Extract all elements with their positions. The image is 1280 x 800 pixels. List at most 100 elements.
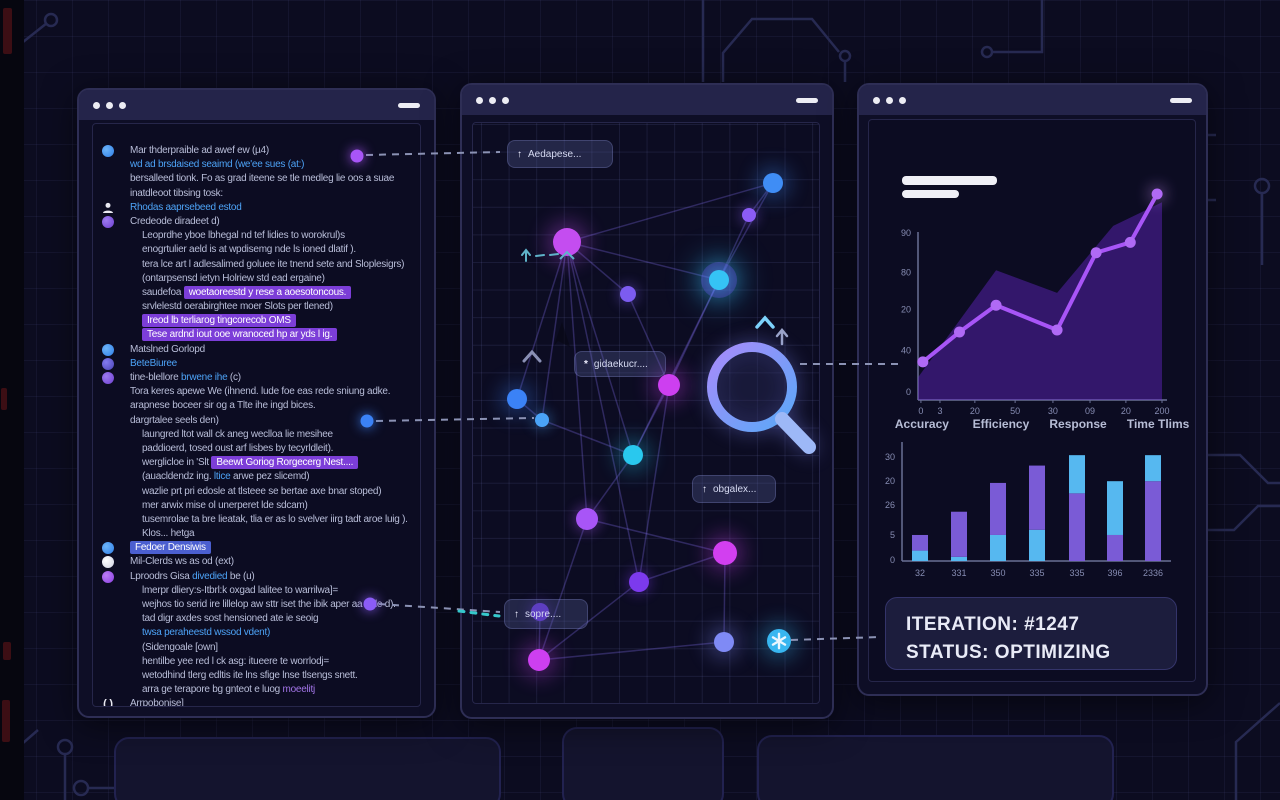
code-token: mer arwix mise ol unerperet lde sdcam) xyxy=(142,499,308,511)
code-token: Mar thderpraible ad awef ew (µ4) xyxy=(130,145,269,156)
tooltip-label: obgalex... xyxy=(713,483,757,495)
circle-white-icon xyxy=(102,556,114,569)
code-token: arra ge terapore bg gnteot e luog xyxy=(142,684,283,696)
window-dot-icon xyxy=(106,101,113,109)
minimize-icon[interactable] xyxy=(398,102,420,108)
code-line: Mil-Clerds ws as od (ext) xyxy=(93,555,420,569)
window-dot-icon xyxy=(899,96,906,104)
window-dot-icon xyxy=(119,101,126,109)
code-token: wejhos tio serid ire lillelop aw sttr is… xyxy=(142,599,396,610)
title-placeholder-bar xyxy=(902,176,997,185)
code-token: tera lce art l adlesalimed goluee ite tn… xyxy=(142,258,405,270)
code-token: be (u) xyxy=(227,570,255,582)
code-line: wejhos tio serid ire lillelop aw sttr is… xyxy=(93,598,420,612)
code-token: werglicloe in 'Slt xyxy=(142,457,212,469)
gear-purple2-icon xyxy=(102,570,114,583)
graph-node[interactable] xyxy=(767,629,791,653)
graph-node[interactable] xyxy=(742,208,756,222)
graph-node[interactable] xyxy=(629,572,649,592)
edge-shadow-strip xyxy=(0,0,24,800)
asterisk-icon xyxy=(771,632,787,650)
code-token: tine-blellore xyxy=(130,372,181,383)
arrow-up-icon: ↑ xyxy=(517,148,522,160)
highlighted-token: woetaoreestd y rese a aoesotoncous. xyxy=(183,285,352,299)
code-token: Matslned Gorlopd xyxy=(130,343,205,355)
code-line: wetodhind tlerg edltis ite lns sfige lns… xyxy=(93,669,420,683)
brackets-icon: ( ) xyxy=(103,698,113,707)
code-line: wd ad brsdaised seaimd (we'ee sues (at:) xyxy=(93,158,420,172)
code-line: Mar thderpraible ad awef ew (µ4) xyxy=(93,144,420,158)
code-line: arra ge terapore bg gnteot e luog moeeli… xyxy=(93,683,420,697)
subtitle-placeholder-bar xyxy=(902,190,959,198)
code-line: lmerpr dliery:s-Itbrl:k oxgad lalitee to… xyxy=(93,584,420,598)
code-token: Rhodas aaprsebeed estod xyxy=(130,201,242,213)
code-line: Leoprdhe yboe lbhegal nd tef lidies to w… xyxy=(93,229,420,243)
code-token: dargrtalee seels den) xyxy=(130,414,219,426)
code-token: tusemrolae ta bre lieatak, tlia er as lo… xyxy=(142,513,408,525)
code-line: tad digr axdes sost hensioned ate ie seo… xyxy=(93,612,420,626)
code-token: saudefoa xyxy=(142,286,184,298)
code-token: inatdleoot tibsing tosk: xyxy=(130,187,223,199)
graph-tooltip[interactable]: ↑ obgalex... xyxy=(692,475,776,503)
code-token: arwe pez slicemd) xyxy=(230,471,310,483)
gear-indigo-icon xyxy=(102,357,114,370)
code-line: BeteBiuree xyxy=(93,357,420,371)
highlighted-token: Ireod lb terliarog tingcorecob OMS xyxy=(142,314,296,328)
code-line: laungred ltot wall ck aneg weclloa lie m… xyxy=(93,428,420,442)
globe-blue-icon xyxy=(102,145,114,157)
sparkle-icon: * xyxy=(584,358,588,370)
code-token: arapnese boceer sir og a Tlte ihe ingd b… xyxy=(130,400,316,412)
metrics-window: 90 80 20 40 0 0 3 20 50 30 09 20 200 Accuracy Efficien… xyxy=(857,83,1208,696)
highlighted-token: Tese ardnd iout ooe wranoced hp ar yds l… xyxy=(142,328,338,342)
code-token: divedied xyxy=(192,570,228,582)
code-line: werglicloe in 'Slt Beewt Goriog Rorgecer… xyxy=(93,456,420,470)
code-token: (auacldendz ing. xyxy=(142,471,214,483)
code-token: Mil-Clerds ws as od (ext) xyxy=(130,556,234,568)
graph-node[interactable] xyxy=(709,270,729,290)
code-line: ( ) Arrpobonise] xyxy=(93,697,420,707)
code-token: (ontarpsensd ietyn Holriew std ead ergai… xyxy=(142,272,325,284)
graph-node[interactable] xyxy=(531,603,549,621)
code-token: laungred ltot wall ck aneg weclloa lie m… xyxy=(142,428,333,440)
code-line: hentilbe yee red l ck asg: itueere te wo… xyxy=(93,655,420,669)
graph-node[interactable] xyxy=(535,413,549,427)
graph-tooltip[interactable]: ↑ Aedapese... xyxy=(507,140,613,168)
graph-node[interactable] xyxy=(528,649,550,671)
minimize-icon[interactable] xyxy=(796,97,818,103)
code-line: (Sidengoale [own] xyxy=(93,641,420,655)
code-lines: Mar thderpraible ad awef ew (µ4) wd ad br… xyxy=(93,144,420,707)
code-token: Credeode diradeet d) xyxy=(130,215,220,227)
graph-node[interactable] xyxy=(658,374,680,396)
window-dot-icon xyxy=(476,96,483,104)
code-line: Klos... hetga xyxy=(93,527,420,541)
graph-tooltip[interactable]: ↑ sopre.... xyxy=(504,599,588,629)
code-token: (c) xyxy=(227,372,241,383)
code-line: saudefoa woetaoreestd y rese a aoesotonc… xyxy=(93,285,420,300)
code-token: paddioerd, tosed oust arf lisbes by tecy… xyxy=(142,442,334,454)
code-line: srvlelestd oerabirghtee moer Slots per t… xyxy=(93,300,420,314)
code-token: brwene ihe xyxy=(180,372,228,383)
minimize-icon[interactable] xyxy=(1170,97,1192,103)
code-line: dargrtalee seels den) xyxy=(93,414,420,428)
graph-node[interactable] xyxy=(623,445,643,465)
status-panel: ITERATION: #1247 STATUS: OPTIMIZING xyxy=(885,597,1177,670)
code-line: Matslned Gorlopd xyxy=(93,343,420,357)
graph-tooltip[interactable]: * gidaekucr.... xyxy=(574,351,666,377)
graph-node[interactable] xyxy=(620,286,636,302)
code-line: Fedoer Densiwis xyxy=(93,541,420,555)
code-line: paddioerd, tosed oust arf lisbes by tecy… xyxy=(93,442,420,456)
graph-node[interactable] xyxy=(763,173,783,193)
graph-node[interactable] xyxy=(507,389,527,409)
graph-node[interactable] xyxy=(714,632,734,652)
graph-node[interactable] xyxy=(576,508,598,530)
code-line: arapnese boceer sir og a Tlte ihe ingd b… xyxy=(93,399,420,413)
code-token: wetodhind tlerg edltis ite lns sfige lns… xyxy=(142,669,358,681)
graph-node[interactable] xyxy=(713,541,737,565)
code-token: lmerpr dliery:s-Itbrl:k oxgad lalitee to… xyxy=(142,584,338,596)
highlighted-token: Beewt Goriog Rorgecerg Nest.... xyxy=(211,456,359,470)
window-dot-icon xyxy=(502,96,509,104)
status-label: STATUS: OPTIMIZING xyxy=(906,642,1111,663)
code-line: (ontarpsensd ietyn Holriew std ead ergai… xyxy=(93,272,420,286)
code-line: tera lce art l adlesalimed goluee ite tn… xyxy=(93,258,420,272)
